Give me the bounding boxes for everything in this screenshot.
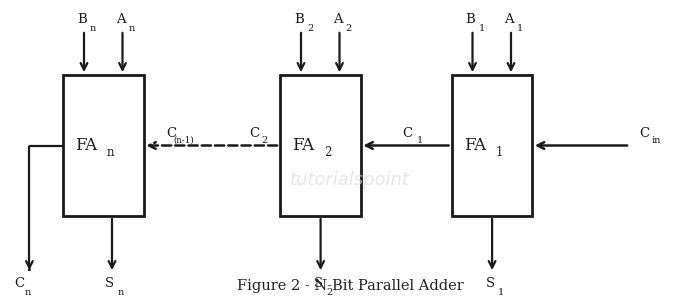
Text: B: B bbox=[466, 13, 475, 26]
Text: in: in bbox=[652, 136, 662, 145]
Text: (n-1): (n-1) bbox=[174, 136, 195, 145]
Text: n: n bbox=[90, 24, 96, 33]
Text: C: C bbox=[402, 127, 412, 140]
Text: S: S bbox=[485, 277, 495, 290]
Bar bbox=[280, 75, 360, 216]
Text: n: n bbox=[25, 288, 31, 297]
Text: B: B bbox=[294, 13, 304, 26]
Text: 2: 2 bbox=[346, 24, 351, 33]
Text: S: S bbox=[105, 277, 115, 290]
Text: FA: FA bbox=[464, 137, 486, 154]
Text: C: C bbox=[249, 127, 259, 140]
Text: A: A bbox=[504, 13, 514, 26]
Text: Figure 2 - N-Bit Parallel Adder: Figure 2 - N-Bit Parallel Adder bbox=[237, 279, 463, 292]
Text: 1: 1 bbox=[496, 146, 503, 160]
Text: C: C bbox=[639, 127, 649, 140]
Text: 1: 1 bbox=[517, 24, 523, 33]
Text: 1: 1 bbox=[479, 24, 484, 33]
Text: 2: 2 bbox=[262, 136, 267, 145]
Text: n: n bbox=[129, 24, 134, 33]
Text: 1: 1 bbox=[417, 136, 423, 145]
Text: B: B bbox=[77, 13, 87, 26]
Text: C: C bbox=[167, 127, 176, 140]
Text: 2: 2 bbox=[323, 146, 331, 160]
Text: 2: 2 bbox=[327, 288, 332, 297]
Text: tutorialspoint: tutorialspoint bbox=[290, 171, 410, 189]
Text: S: S bbox=[314, 277, 323, 290]
Bar bbox=[63, 75, 144, 216]
Text: n: n bbox=[106, 146, 114, 160]
Bar bbox=[452, 75, 532, 216]
Text: A: A bbox=[116, 13, 125, 26]
Text: FA: FA bbox=[293, 137, 315, 154]
Text: 1: 1 bbox=[498, 288, 504, 297]
Text: FA: FA bbox=[76, 137, 97, 154]
Text: A: A bbox=[332, 13, 342, 26]
Text: C: C bbox=[14, 277, 24, 290]
Text: 2: 2 bbox=[307, 24, 313, 33]
Text: n: n bbox=[118, 288, 124, 297]
